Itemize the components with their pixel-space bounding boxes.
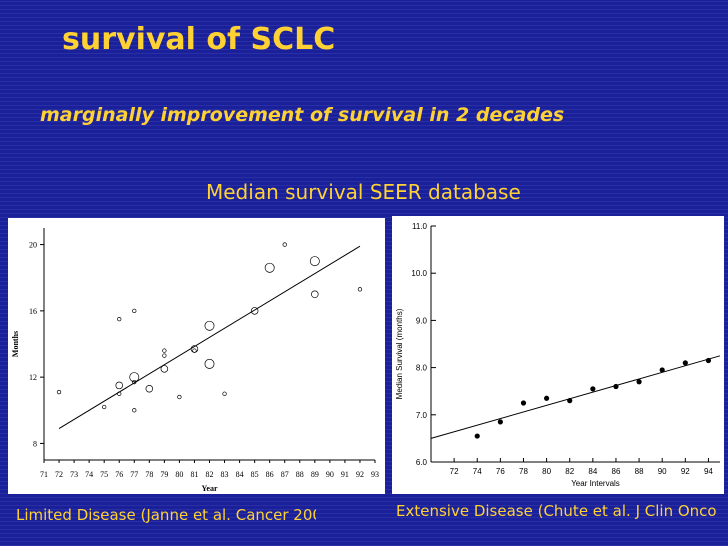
x-tick-label: 81 xyxy=(190,470,198,479)
data-point xyxy=(282,242,287,247)
data-point xyxy=(117,391,122,396)
data-point xyxy=(613,383,619,390)
data-point xyxy=(162,353,167,358)
caption-limited-disease: Limited Disease (Janne et al. Cancer 200… xyxy=(16,506,316,524)
x-tick-label: 74 xyxy=(85,470,93,479)
data-point xyxy=(132,379,137,385)
x-tick-label: 78 xyxy=(145,470,153,479)
data-point xyxy=(590,386,596,392)
y-tick-label: 12 xyxy=(29,373,37,382)
x-axis-label: Year Intervals xyxy=(571,479,620,488)
x-tick-label: 82 xyxy=(565,467,574,476)
x-tick-label: 83 xyxy=(221,470,229,479)
limited-disease-chart-panel: 8 12 16 20 71 72 73 74 75 76 77 78 79 80 81 82 83 84 85 86 8… xyxy=(8,218,385,494)
x-tick-label: 90 xyxy=(326,470,334,479)
x-tick-label: 87 xyxy=(281,470,289,479)
x-tick-label: 88 xyxy=(635,467,644,476)
data-point xyxy=(145,384,154,393)
data-point xyxy=(497,419,503,425)
slide-subtitle: marginally improvement of survival in 2 … xyxy=(40,104,565,126)
x-tick-label: 73 xyxy=(70,470,78,479)
data-point xyxy=(567,398,573,404)
data-point xyxy=(309,256,320,267)
data-point xyxy=(129,372,140,383)
y-tick-label: 8 xyxy=(33,439,37,448)
y-tick-label: 11.0 xyxy=(412,222,428,231)
y-tick-label: 8.0 xyxy=(416,364,428,373)
y-tick-label: 10.0 xyxy=(411,269,427,278)
data-point xyxy=(160,365,169,373)
x-tick-label: 75 xyxy=(100,470,108,479)
trend-line xyxy=(58,245,361,429)
y-tick-label: 6.0 xyxy=(416,458,428,467)
extensive-disease-chart: 6.0 7.0 8.0 9.0 10.0 11.0 72 74 76 78 80 82 84 86 88 90… xyxy=(395,222,721,488)
x-tick-label: 76 xyxy=(115,470,123,479)
data-point xyxy=(636,379,642,385)
data-point xyxy=(132,408,137,413)
x-tick-label: 80 xyxy=(542,467,551,476)
x-tick-label: 92 xyxy=(681,467,690,476)
y-axis-label: Median Survival (months) xyxy=(395,308,404,399)
data-point xyxy=(264,262,275,273)
x-tick-label: 71 xyxy=(40,470,48,479)
x-tick-label: 84 xyxy=(236,470,244,479)
x-tick-label: 90 xyxy=(658,467,667,476)
data-point xyxy=(544,395,550,401)
x-tick-label: 94 xyxy=(704,467,713,476)
x-tick-label: 88 xyxy=(296,470,304,479)
y-tick-label: 9.0 xyxy=(416,316,428,325)
data-point xyxy=(132,308,137,314)
y-tick-label: 20 xyxy=(29,241,37,250)
data-point xyxy=(705,357,712,364)
data-point xyxy=(682,360,688,366)
x-tick-label: 72 xyxy=(55,470,63,479)
x-tick-label: 91 xyxy=(341,470,349,479)
data-point xyxy=(204,320,215,331)
data-point xyxy=(177,394,182,400)
data-point xyxy=(250,307,259,315)
slide-title: survival of SCLC xyxy=(62,22,336,57)
x-axis-label: Year xyxy=(202,484,218,493)
extensive-disease-chart-panel: 6.0 7.0 8.0 9.0 10.0 11.0 72 74 76 78 80 82 84 86 88 90… xyxy=(392,216,724,494)
x-tick-label: 85 xyxy=(251,470,259,479)
x-tick-label: 72 xyxy=(450,467,459,476)
x-tick-label: 93 xyxy=(371,470,379,479)
x-tick-label: 92 xyxy=(356,470,364,479)
data-point xyxy=(192,348,197,353)
data-point xyxy=(56,389,62,395)
x-tick-label: 78 xyxy=(519,467,528,476)
y-tick-label: 16 xyxy=(29,307,37,316)
y-tick-label: 7.0 xyxy=(416,411,428,420)
data-point xyxy=(222,391,227,396)
x-tick-label: 86 xyxy=(612,467,621,476)
data-point xyxy=(357,287,363,292)
x-tick-label: 76 xyxy=(496,467,505,476)
limited-disease-chart: 8 12 16 20 71 72 73 74 75 76 77 78 79 80 81 82 83 84 85 86 8… xyxy=(11,228,379,493)
data-point xyxy=(659,367,665,373)
data-point xyxy=(102,404,107,410)
x-tick-label: 80 xyxy=(175,470,183,479)
x-tick-label: 86 xyxy=(266,470,274,479)
caption-extensive-disease: Extensive Disease (Chute et al. J Clin O… xyxy=(396,502,716,520)
x-tick-label: 82 xyxy=(206,470,214,479)
data-point xyxy=(311,290,319,299)
data-point xyxy=(162,348,167,353)
x-tick-label: 89 xyxy=(311,470,319,479)
y-axis-label: Months xyxy=(11,331,20,357)
x-tick-label: 79 xyxy=(160,470,168,479)
data-point xyxy=(117,316,122,322)
data-point xyxy=(520,400,527,406)
data-point xyxy=(115,381,123,390)
x-tick-label: 77 xyxy=(130,470,138,479)
data-point xyxy=(204,358,215,369)
trend-line xyxy=(430,355,721,439)
chart-heading: Median survival SEER database xyxy=(206,180,521,204)
data-point xyxy=(474,433,480,439)
x-tick-label: 84 xyxy=(588,467,597,476)
x-tick-label: 74 xyxy=(473,467,482,476)
